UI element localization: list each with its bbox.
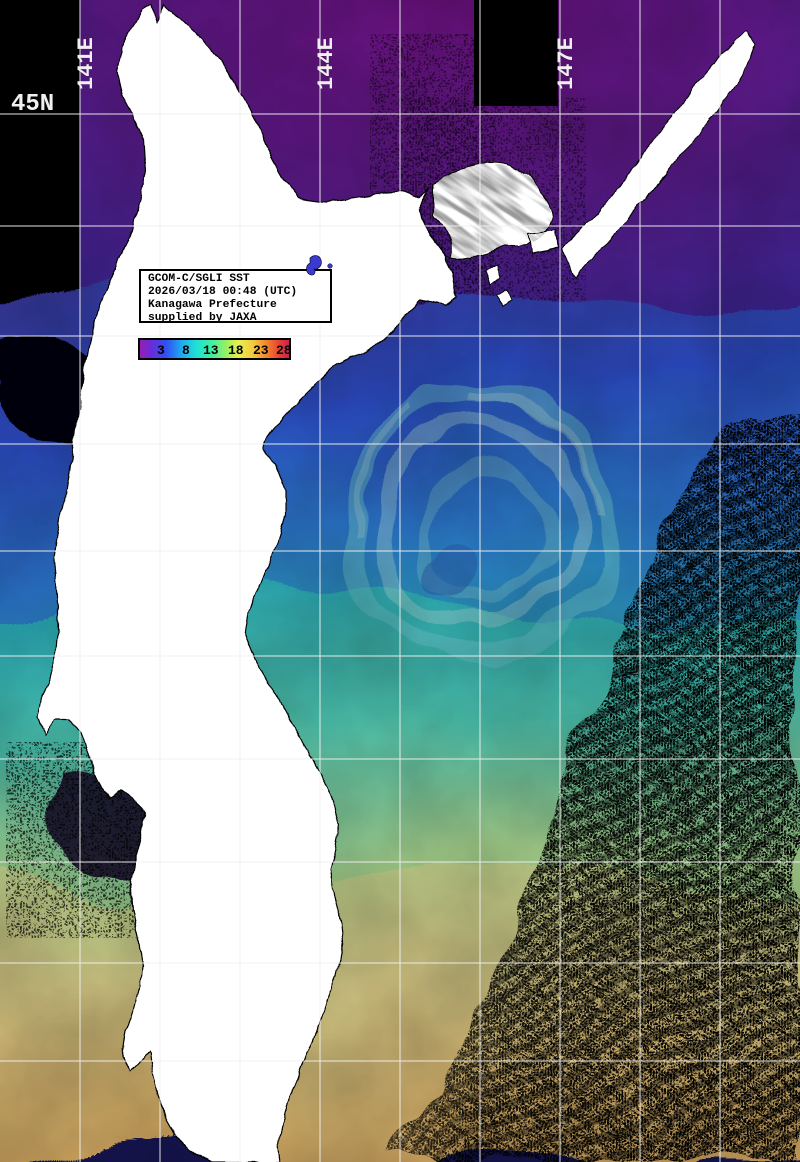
svg-text:28: 28: [276, 343, 292, 358]
svg-text:GCOM-C/SGLI SST: GCOM-C/SGLI SST: [148, 273, 250, 285]
svg-text:Kanagawa Prefecture: Kanagawa Prefecture: [148, 299, 277, 311]
svg-text:13: 13: [203, 343, 219, 358]
svg-text:3: 3: [157, 343, 165, 358]
svg-text:23: 23: [253, 343, 269, 358]
svg-text:supplied by JAXA: supplied by JAXA: [148, 312, 257, 324]
svg-text:45N: 45N: [11, 91, 54, 118]
svg-text:2026/03/18 00:48 (UTC): 2026/03/18 00:48 (UTC): [148, 286, 297, 298]
svg-text:141E: 141E: [74, 37, 99, 90]
svg-text:8: 8: [182, 343, 190, 358]
svg-text:18: 18: [228, 343, 244, 358]
svg-text:144E: 144E: [314, 37, 339, 90]
svg-text:147E: 147E: [554, 37, 579, 90]
